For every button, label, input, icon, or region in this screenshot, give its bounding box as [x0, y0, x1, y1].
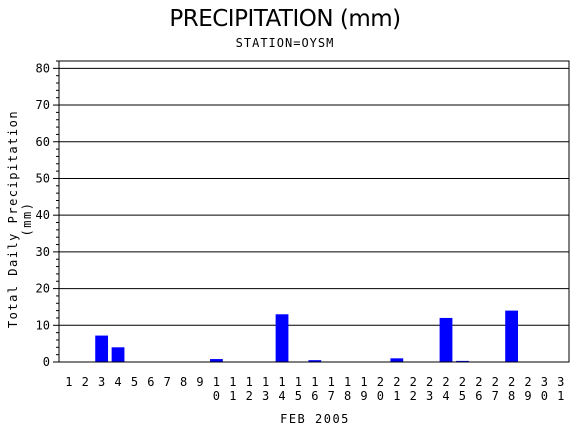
x-tick-label: 7 [328, 389, 335, 403]
y-tick-label: 30 [36, 245, 50, 259]
x-tick-label: 0 [377, 389, 384, 403]
x-tick-label: 1 [278, 375, 285, 389]
x-tick-label: 2 [426, 375, 433, 389]
x-tick-label: 4 [114, 375, 121, 389]
x-tick-label: 2 [508, 375, 515, 389]
x-tick-label: 2 [393, 375, 400, 389]
x-tick-label: 8 [508, 389, 515, 403]
x-tick-label: 3 [262, 389, 269, 403]
x-tick-label: 2 [442, 375, 449, 389]
x-tick-label: 9 [196, 375, 203, 389]
x-tick-label: 2 [459, 375, 466, 389]
x-tick-label: 2 [524, 375, 531, 389]
x-tick-label: 9 [524, 389, 531, 403]
x-tick-label: 5 [131, 375, 138, 389]
y-tick-label: 50 [36, 171, 50, 185]
x-tick-label: 3 [541, 375, 548, 389]
y-tick-label: 60 [36, 135, 50, 149]
y-tick-label: 20 [36, 282, 50, 296]
x-tick-label: 1 [213, 375, 220, 389]
x-tick-label: 6 [147, 375, 154, 389]
x-tick-label: 3 [557, 375, 564, 389]
x-tick-label: 0 [213, 389, 220, 403]
x-axis-label: FEB 2005 [280, 412, 350, 426]
x-tick-label: 8 [344, 389, 351, 403]
bar [210, 359, 223, 362]
x-tick-label: 2 [410, 375, 417, 389]
x-tick-label: 7 [164, 375, 171, 389]
x-tick-label: 1 [344, 375, 351, 389]
x-tick-label: 1 [229, 389, 236, 403]
x-tick-label: 1 [65, 375, 72, 389]
x-tick-label: 2 [82, 375, 89, 389]
y-tick-label: 0 [43, 355, 50, 369]
x-tick-label: 3 [98, 375, 105, 389]
x-tick-label: 4 [442, 389, 449, 403]
chart-subtitle: STATION=OYSM [235, 36, 335, 50]
y-tick-label: 40 [36, 208, 50, 222]
bar [505, 310, 518, 362]
x-tick-label: 2 [377, 375, 384, 389]
plot-area-frame [58, 60, 570, 363]
bar [275, 314, 289, 362]
x-tick-label: 1 [262, 375, 269, 389]
x-tick-label: 1 [311, 375, 318, 389]
x-tick-label: 8 [180, 375, 187, 389]
x-tick-label: 0 [541, 389, 548, 403]
x-tick-label: 5 [295, 389, 302, 403]
bar [390, 358, 404, 362]
x-tick-label: 1 [328, 375, 335, 389]
x-tick-label: 2 [475, 375, 482, 389]
x-tick-label: 1 [393, 389, 400, 403]
x-tick-label: 2 [246, 389, 253, 403]
x-tick-label: 1 [229, 375, 236, 389]
y-tick-label: 70 [36, 98, 50, 112]
bar [439, 317, 453, 362]
x-tick-label: 2 [410, 389, 417, 403]
x-tick-label: 1 [557, 389, 564, 403]
bar [456, 360, 469, 362]
x-tick-label: 4 [278, 389, 285, 403]
chart-title: PRECIPITATION (mm) [169, 6, 401, 32]
x-tick-label: 7 [492, 389, 499, 403]
x-tick-label: 2 [492, 375, 499, 389]
x-tick-label: 5 [459, 389, 466, 403]
x-tick-label: 6 [475, 389, 482, 403]
y-tick-label: 80 [36, 61, 50, 75]
bar [111, 347, 125, 362]
y-tick-label: 10 [36, 318, 50, 332]
x-tick-label: 1 [246, 375, 253, 389]
x-tick-label: 1 [360, 375, 367, 389]
x-tick-label: 3 [426, 389, 433, 403]
x-tick-label: 9 [360, 389, 367, 403]
x-tick-label: 6 [311, 389, 318, 403]
x-tick-label: 1 [295, 375, 302, 389]
bar [95, 335, 109, 362]
bar [308, 360, 322, 362]
